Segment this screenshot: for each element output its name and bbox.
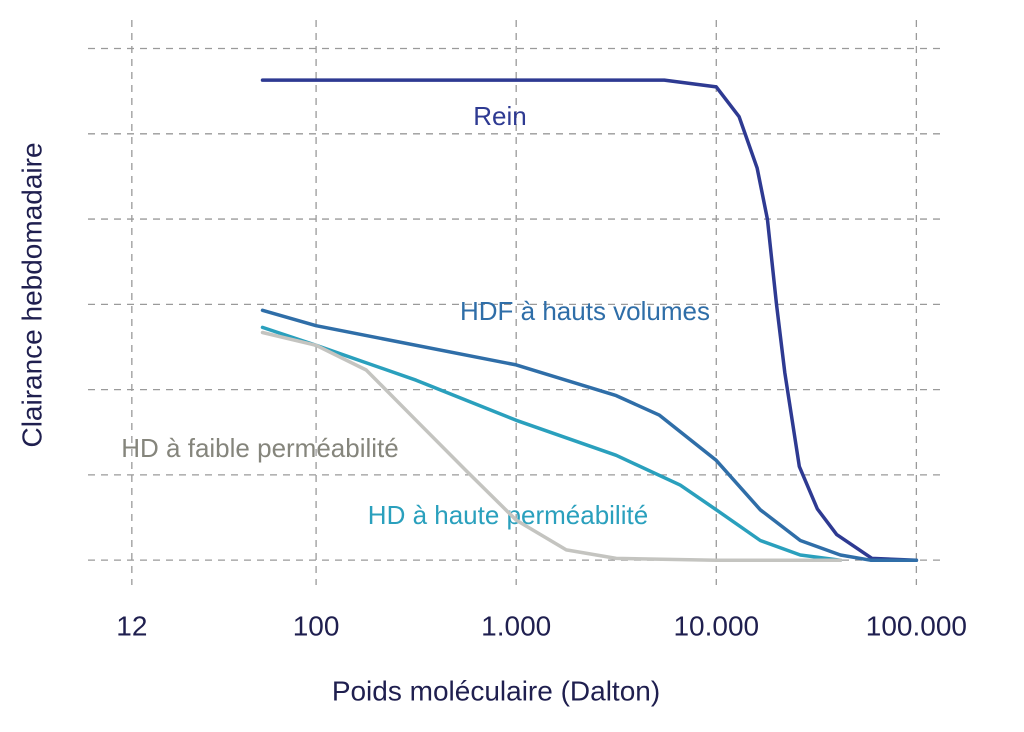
x-tick-label: 10.000 — [673, 610, 759, 641]
series-label: Rein — [473, 101, 526, 131]
series-line — [260, 325, 843, 562]
series-label: HD à faible perméabilité — [121, 433, 398, 463]
series-label: HDF à hauts volumes — [460, 296, 710, 326]
series-line — [260, 330, 843, 562]
x-axis-title: Poids moléculaire (Dalton) — [332, 675, 660, 706]
x-tick-label: 100 — [293, 610, 340, 641]
series-line — [260, 78, 919, 562]
series-label: HD à haute perméabilité — [368, 500, 648, 530]
x-tick-label: 12 — [116, 610, 147, 641]
x-tick-label: 1.000 — [481, 610, 551, 641]
x-tick-label: 100.000 — [866, 610, 967, 641]
y-axis-title: Clairance hebdomadaire — [16, 142, 47, 447]
series-line — [260, 308, 919, 562]
